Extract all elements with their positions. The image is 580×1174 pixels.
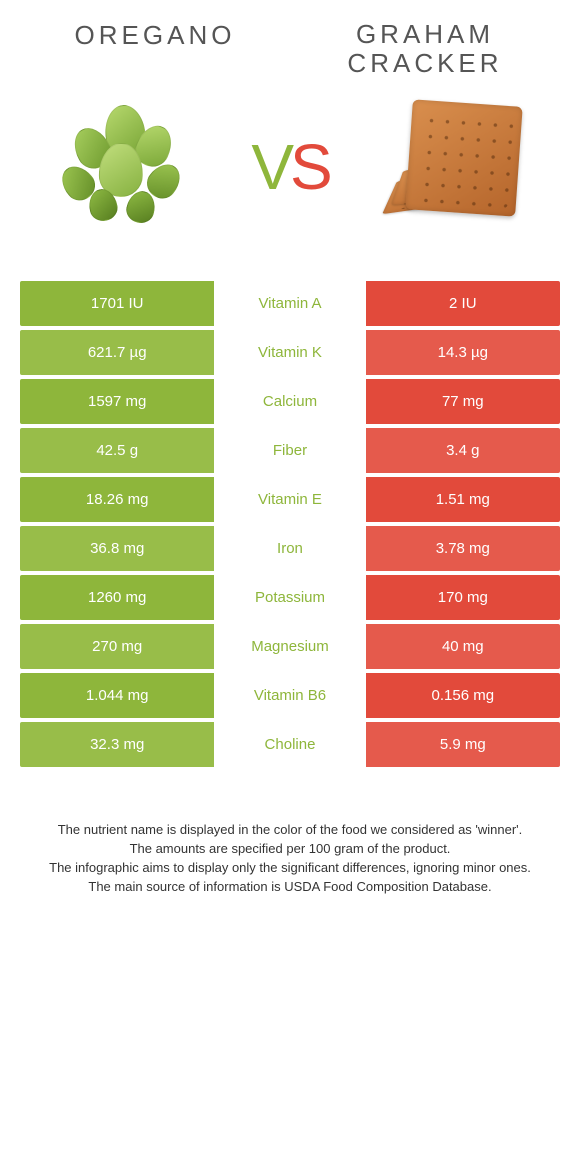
nutrient-table: 1701 IU Vitamin A 2 IU 621.7 µg Vitamin K 14.… [20,277,560,771]
table-row: 270 mg Magnesium 40 mg [20,624,560,669]
right-value: 77 mg [366,379,560,424]
table-row: 1.044 mg Vitamin B6 0.156 mg [20,673,560,718]
right-value: 3.78 mg [366,526,560,571]
nutrient-label: Vitamin K [214,330,365,375]
vs-label: VS [230,130,350,204]
left-value: 621.7 µg [20,330,214,375]
nutrient-label: Iron [214,526,365,571]
footer-line: The nutrient name is displayed in the co… [30,821,550,840]
table-row: 32.3 mg Choline 5.9 mg [20,722,560,767]
right-value: 170 mg [366,575,560,620]
left-value: 1701 IU [20,281,214,326]
table-row: 1597 mg Calcium 77 mg [20,379,560,424]
vs-v: V [251,131,290,203]
right-value: 40 mg [366,624,560,669]
nutrient-label-text: Iron [277,540,303,557]
left-value: 36.8 mg [20,526,214,571]
left-value: 1260 mg [20,575,214,620]
table-row: 42.5 g Fiber 3.4 g [20,428,560,473]
oregano-icon [45,97,205,237]
right-food-title: Graham cracker [290,20,560,77]
nutrient-label-text: Calcium [263,393,317,410]
right-value: 1.51 mg [366,477,560,522]
nutrient-label-text: Vitamin E [258,491,322,508]
right-value: 3.4 g [366,428,560,473]
nutrient-label: Vitamin B6 [214,673,365,718]
footer-line: The amounts are specified per 100 gram o… [30,840,550,859]
table-row: 1260 mg Potassium 170 mg [20,575,560,620]
right-value: 14.3 µg [366,330,560,375]
left-value: 270 mg [20,624,214,669]
nutrient-label: Vitamin E [214,477,365,522]
left-value: 1597 mg [20,379,214,424]
cracker-icon [375,97,535,237]
header: Oregano Graham cracker [20,20,560,77]
nutrient-label-text: Vitamin A [258,295,321,312]
nutrient-label-text: Fiber [273,442,307,459]
footer-line: The main source of information is USDA F… [30,878,550,897]
footer-line: The infographic aims to display only the… [30,859,550,878]
nutrient-label-text: Choline [265,736,316,753]
table-row: 18.26 mg Vitamin E 1.51 mg [20,477,560,522]
nutrient-label-text: Vitamin K [258,344,322,361]
nutrient-label: Potassium [214,575,365,620]
nutrient-label: Calcium [214,379,365,424]
nutrient-label: Magnesium [214,624,365,669]
table-row: 36.8 mg Iron 3.78 mg [20,526,560,571]
footer-notes: The nutrient name is displayed in the co… [20,821,560,896]
nutrient-label: Choline [214,722,365,767]
right-value: 0.156 mg [366,673,560,718]
vs-row: VS [20,87,560,247]
left-value: 32.3 mg [20,722,214,767]
right-food-image [350,87,560,247]
table-row: 621.7 µg Vitamin K 14.3 µg [20,330,560,375]
nutrient-label: Fiber [214,428,365,473]
nutrient-label-text: Potassium [255,589,325,606]
vs-s: S [290,131,329,203]
right-value: 2 IU [366,281,560,326]
nutrient-label: Vitamin A [214,281,365,326]
left-food-image [20,87,230,247]
left-food-title: Oregano [20,20,290,51]
left-value: 42.5 g [20,428,214,473]
nutrient-label-text: Vitamin B6 [254,687,326,704]
left-value: 18.26 mg [20,477,214,522]
right-value: 5.9 mg [366,722,560,767]
table-row: 1701 IU Vitamin A 2 IU [20,281,560,326]
left-value: 1.044 mg [20,673,214,718]
nutrient-label-text: Magnesium [251,638,329,655]
